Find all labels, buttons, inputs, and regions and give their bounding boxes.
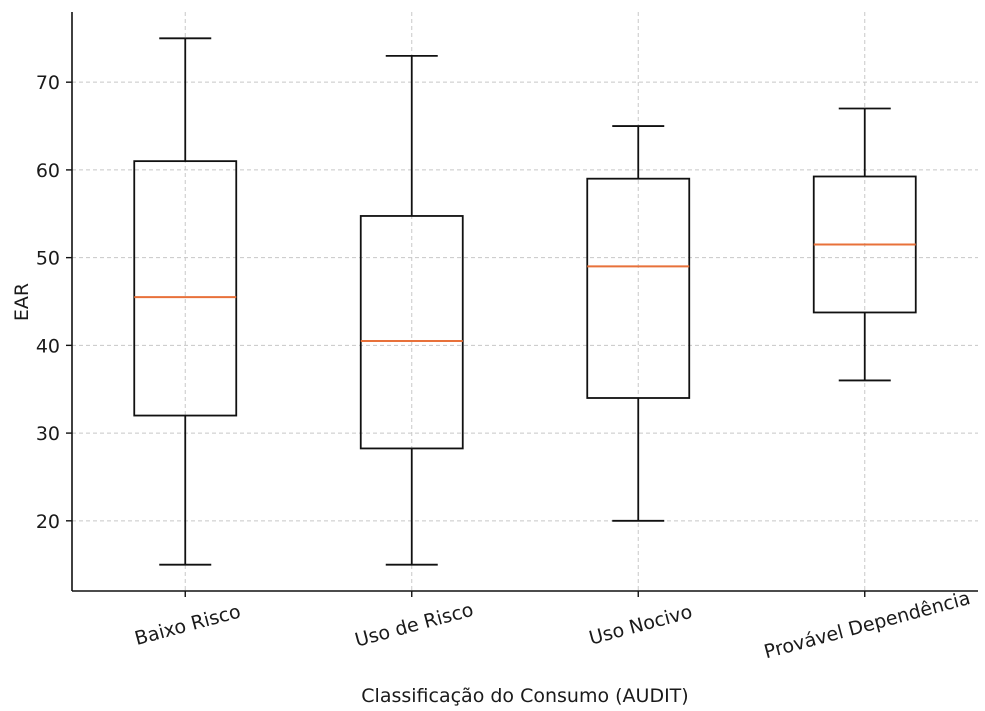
x-tick-label: Uso Nocivo xyxy=(587,601,695,650)
y-axis-title: EAR xyxy=(11,283,33,321)
box-group xyxy=(133,37,238,566)
y-tick-label: 70 xyxy=(36,72,60,94)
x-tick-label: Provável Dependência xyxy=(762,587,973,663)
x-axis-ticks: Baixo Risco Uso de Risco Uso Nocivo Prováve… xyxy=(132,587,972,663)
box-group xyxy=(359,54,464,566)
x-axis-title: Classificação do Consumo (AUDIT) xyxy=(361,685,688,707)
x-tick-label: Uso de Risco xyxy=(353,599,476,652)
axes xyxy=(71,12,978,592)
box-group xyxy=(586,125,691,522)
iqr-box xyxy=(586,177,691,399)
x-tick-label: Baixo Risco xyxy=(132,601,243,650)
grid-lines xyxy=(72,12,978,591)
y-tick-label: 20 xyxy=(36,511,60,533)
y-tick-label: 60 xyxy=(36,160,60,182)
box-group xyxy=(812,107,917,382)
box-series xyxy=(133,37,917,566)
y-tick-label: 40 xyxy=(36,335,60,357)
y-tick-label: 50 xyxy=(36,248,60,270)
iqr-box xyxy=(133,160,238,417)
y-axis-ticks: 20 30 40 50 60 70 xyxy=(36,72,72,533)
y-tick-label: 30 xyxy=(36,423,60,445)
iqr-box xyxy=(359,215,464,450)
